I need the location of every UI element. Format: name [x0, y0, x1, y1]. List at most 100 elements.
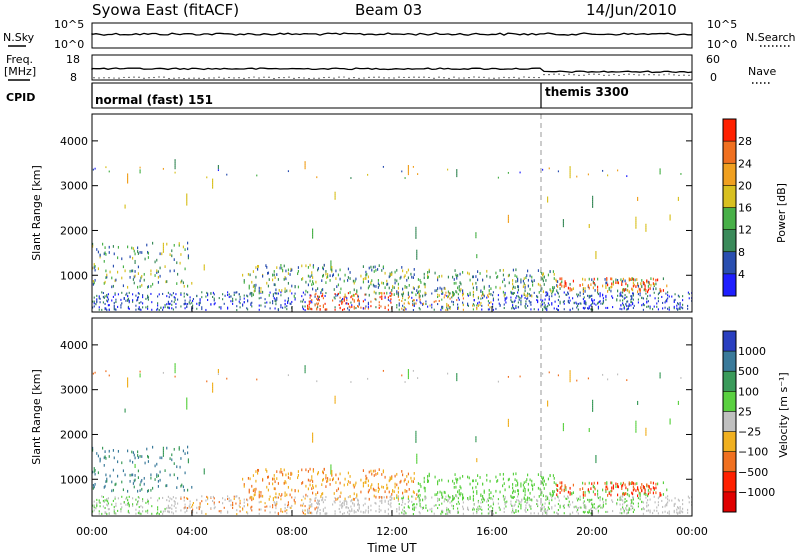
velocity-cell	[117, 509, 119, 512]
x-tick-label: 04:00	[176, 525, 208, 538]
velocity-cell	[365, 481, 367, 484]
power-cell	[210, 303, 212, 306]
velocity-cell	[162, 510, 165, 513]
power-cell	[621, 283, 623, 286]
velocity-cell	[92, 446, 94, 450]
power-cell	[522, 279, 525, 283]
velocity-cell	[591, 502, 593, 505]
velocity-cell	[449, 496, 451, 499]
power-cell	[415, 226, 417, 229]
velocity-cell	[467, 497, 469, 500]
velocity-cell	[174, 500, 176, 503]
velocity-cell	[517, 495, 519, 498]
power-cell	[262, 290, 264, 294]
velocity-cell	[632, 496, 635, 499]
nave-dot	[393, 77, 395, 79]
velocity-cell	[174, 375, 176, 378]
velocity-cell	[387, 502, 390, 505]
power-cell	[387, 296, 390, 299]
power-cell	[475, 236, 477, 239]
velocity-cell	[459, 485, 461, 488]
power-cell	[312, 276, 314, 279]
power-cell	[251, 292, 253, 295]
velocity-cell	[423, 476, 425, 480]
velocity-cell	[637, 505, 640, 508]
velocity-cell	[529, 505, 531, 508]
velocity-cell	[502, 494, 505, 498]
power-cell	[212, 184, 214, 187]
power-cell	[412, 276, 415, 279]
power-cell	[446, 302, 448, 305]
power-cell	[189, 296, 191, 299]
velocity-cell	[590, 498, 592, 501]
power-cell	[113, 308, 115, 311]
velocity-cell	[238, 504, 240, 507]
power-cell	[637, 196, 639, 199]
power-cell	[661, 295, 663, 298]
velocity-cell	[476, 460, 478, 463]
power-cell	[348, 309, 350, 312]
power-cell	[317, 299, 319, 302]
velocity-cell	[411, 500, 413, 503]
power-colorbar-segment	[723, 141, 736, 164]
velocity-cell	[652, 481, 655, 485]
velocity-cell	[597, 495, 599, 498]
velocity-cell	[398, 506, 400, 509]
velocity-cell	[419, 482, 421, 486]
power-cell	[590, 283, 592, 287]
power-cell	[192, 298, 195, 301]
power-cell	[517, 301, 520, 304]
velocity-cell	[627, 512, 629, 515]
velocity-cell	[462, 496, 464, 499]
power-cell	[447, 295, 450, 298]
power-cell	[597, 305, 600, 308]
velocity-cell	[622, 495, 624, 498]
power-ytick-label: 1000	[60, 269, 88, 282]
velocity-cell	[611, 489, 613, 493]
velocity-cell	[214, 506, 216, 509]
velocity-cell	[401, 497, 403, 500]
velocity-cell	[577, 512, 580, 515]
velocity-cell	[168, 507, 170, 510]
power-cell	[480, 289, 482, 293]
power-cell	[304, 309, 306, 312]
velocity-cell	[293, 498, 295, 502]
velocity-cell	[287, 501, 290, 504]
power-cell	[384, 295, 386, 298]
power-cell	[151, 301, 153, 304]
velocity-cell	[251, 496, 253, 499]
velocity-cell	[568, 500, 570, 503]
power-cell	[173, 296, 175, 299]
velocity-cell	[199, 503, 201, 506]
nave-dot	[558, 73, 560, 75]
velocity-cell	[317, 503, 319, 506]
velocity-cell	[599, 497, 601, 500]
velocity-cell	[388, 479, 390, 483]
velocity-cell	[607, 510, 609, 513]
velocity-cell	[103, 464, 105, 467]
power-cell	[293, 294, 295, 298]
power-cell	[625, 303, 627, 306]
power-cell	[537, 299, 539, 302]
power-cell	[633, 283, 635, 287]
power-cell	[352, 293, 355, 297]
velocity-cell	[300, 504, 302, 507]
velocity-cell	[557, 496, 560, 499]
velocity-cell	[455, 485, 457, 489]
power-cell	[659, 170, 661, 173]
power-cell	[423, 272, 425, 276]
velocity-cell	[402, 497, 404, 500]
velocity-cell	[438, 479, 440, 482]
velocity-cell	[520, 507, 522, 510]
power-cell	[458, 288, 460, 291]
power-cell	[316, 297, 318, 300]
velocity-cell	[530, 512, 532, 515]
velocity-cell	[547, 496, 549, 499]
power-cell	[284, 290, 286, 294]
velocity-cell	[171, 498, 173, 501]
velocity-cell	[443, 490, 445, 494]
velocity-cell	[162, 446, 165, 449]
power-cell	[423, 276, 425, 280]
velocity-cell	[137, 454, 139, 457]
velocity-cell	[587, 377, 590, 380]
